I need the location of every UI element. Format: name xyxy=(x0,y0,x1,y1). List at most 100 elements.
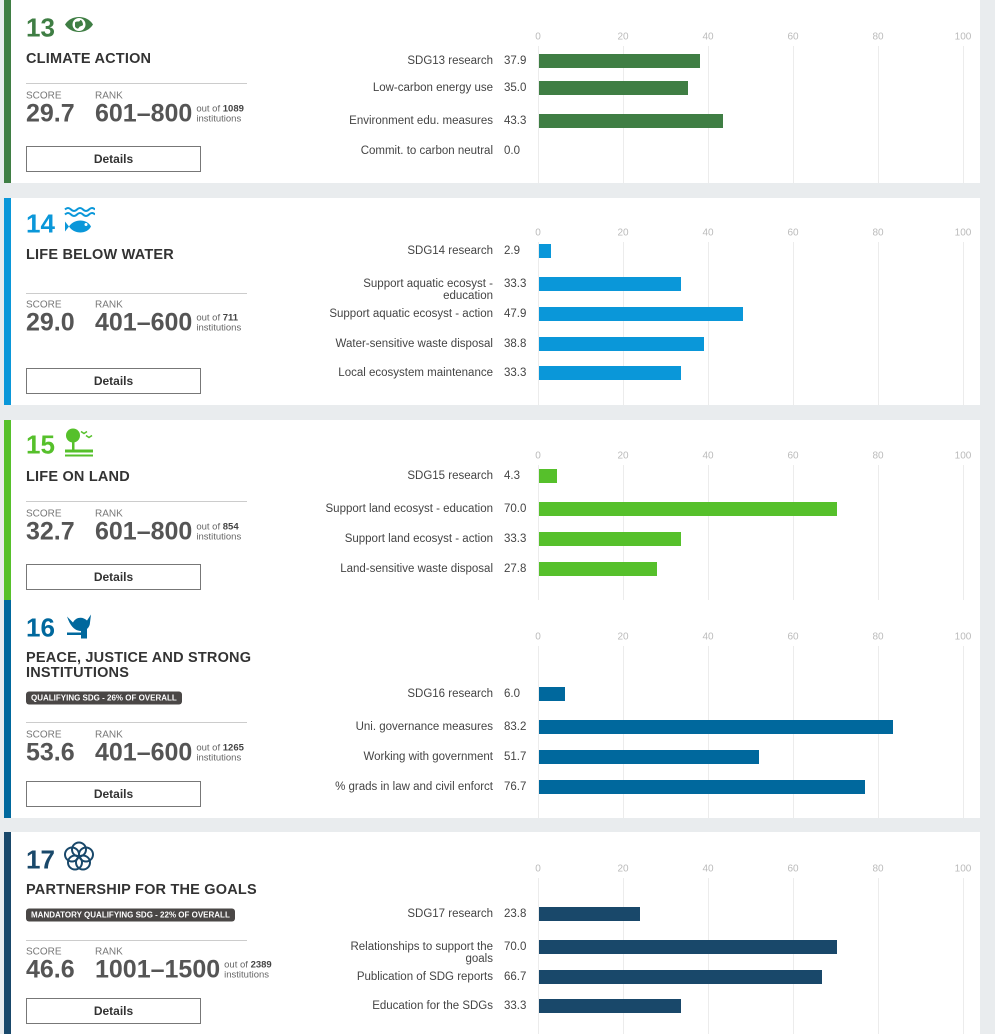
details-button[interactable]: Details xyxy=(26,998,201,1024)
gridline xyxy=(538,878,539,1034)
metric-value: 4.3 xyxy=(504,470,520,482)
metric-value: 35.0 xyxy=(504,82,527,94)
metric-value: 66.7 xyxy=(504,971,527,983)
gridline xyxy=(793,878,794,1034)
rank-group: 601–800 out of 1089 institutions xyxy=(95,100,244,129)
metric-value: 51.7 xyxy=(504,751,527,763)
metric-value: 47.9 xyxy=(504,308,527,320)
metric-label: Working with government xyxy=(363,751,493,763)
divider xyxy=(26,501,247,502)
sdg-number-text: 14 xyxy=(26,208,55,239)
divider xyxy=(26,722,247,723)
details-button[interactable]: Details xyxy=(26,368,201,394)
axis-tick-label: 100 xyxy=(954,31,972,43)
institutions-text: institutions xyxy=(196,322,242,333)
axis-tick-label: 80 xyxy=(872,227,884,239)
fish-waves-icon xyxy=(63,205,96,244)
rank-label: RANK xyxy=(95,508,123,520)
sdg-card-15: 15 LIFE ON LAND SCORE RANK 32.7 601–800 out of… xyxy=(4,420,980,600)
sdg-card-13: 13 CLIMATE ACTION SCORE RANK 29.7 601–800 out … xyxy=(4,0,980,183)
metric-label: Relationships to support the goals xyxy=(350,941,493,965)
tree-birds-icon xyxy=(63,426,95,465)
axis-tick-label: 60 xyxy=(787,227,799,239)
metric-label: SDG16 research xyxy=(407,688,493,700)
metric-bar xyxy=(539,907,641,921)
axis-tick-label: 100 xyxy=(954,863,972,875)
axis-tick-label: 100 xyxy=(954,450,972,462)
sdg-number: 16 xyxy=(26,609,95,648)
metric-bar xyxy=(539,532,681,546)
gridline xyxy=(793,46,794,183)
gridline xyxy=(793,465,794,600)
gridline xyxy=(538,46,539,183)
axis-tick-label: 0 xyxy=(535,631,541,643)
metric-bar xyxy=(539,469,558,483)
metric-value: 76.7 xyxy=(504,781,527,793)
rank-label: RANK xyxy=(95,729,123,741)
axis-tick-label: 40 xyxy=(702,31,714,43)
metric-label: Uni. governance measures xyxy=(355,721,493,733)
sdg-number: 15 xyxy=(26,426,95,465)
score-label: SCORE xyxy=(26,299,62,311)
axis-tick-label: 0 xyxy=(535,227,541,239)
axis-tick-label: 20 xyxy=(617,631,629,643)
metric-value: 0.0 xyxy=(504,145,520,157)
sdg-card-14: 14 LIFE BELOW WATER SCORE RANK 29.0 401–600 ou… xyxy=(4,198,980,405)
axis-tick-label: 100 xyxy=(954,227,972,239)
metric-bar xyxy=(539,940,837,954)
metric-value: 2.9 xyxy=(504,245,520,257)
metric-bar xyxy=(539,970,823,984)
gridline xyxy=(963,242,964,405)
institutions-text: institutions xyxy=(196,531,242,542)
axis-tick-label: 80 xyxy=(872,631,884,643)
gridline xyxy=(708,878,709,1034)
sdg-title: PARTNERSHIP FOR THE GOALS xyxy=(26,882,257,898)
metric-value: 6.0 xyxy=(504,688,520,700)
qualifying-badge: QUALIFYING SDG - 26% OF OVERALL xyxy=(26,691,182,705)
details-button[interactable]: Details xyxy=(26,564,201,590)
institutions-text: institutions xyxy=(224,969,270,980)
rank-group: 401–600 out of 1265 institutions xyxy=(95,739,244,768)
score-value: 53.6 xyxy=(26,738,75,767)
metric-value: 23.8 xyxy=(504,908,527,920)
sdg-color-stripe xyxy=(4,420,11,600)
metric-value: 27.8 xyxy=(504,563,527,575)
metric-value: 33.3 xyxy=(504,533,527,545)
metric-bar xyxy=(539,502,837,516)
sdg-title: PEACE, JUSTICE AND STRONG INSTITUTIONS xyxy=(26,650,252,681)
metric-value: 70.0 xyxy=(504,941,527,953)
axis-tick-label: 40 xyxy=(702,450,714,462)
divider xyxy=(26,83,247,84)
metric-bar xyxy=(539,307,743,321)
axis-tick-label: 80 xyxy=(872,863,884,875)
rank-total: out of 1089 institutions xyxy=(196,104,244,124)
rank-value: 601–800 xyxy=(95,517,193,546)
metric-bar xyxy=(539,366,681,380)
rank-value: 401–600 xyxy=(95,308,193,337)
gridline xyxy=(963,646,964,818)
gridline xyxy=(878,878,879,1034)
partnership-rings-icon xyxy=(63,841,95,880)
rank-total: out of 854 institutions xyxy=(196,522,241,542)
gridline xyxy=(538,465,539,600)
details-button[interactable]: Details xyxy=(26,781,201,807)
out-of-text: out of xyxy=(196,103,221,114)
rank-group: 601–800 out of 854 institutions xyxy=(95,518,241,547)
metric-label: Support land ecosyst - action xyxy=(344,533,493,545)
details-button[interactable]: Details xyxy=(26,146,201,172)
sdg-title: LIFE BELOW WATER xyxy=(26,247,174,263)
score-value: 32.7 xyxy=(26,517,75,546)
metric-label: SDG14 research xyxy=(407,245,493,257)
metric-value: 33.3 xyxy=(504,278,527,290)
institutions-text: institutions xyxy=(196,113,242,124)
rank-label: RANK xyxy=(95,946,123,958)
score-label: SCORE xyxy=(26,946,62,958)
institutions-text: institutions xyxy=(196,752,242,763)
axis-tick-label: 0 xyxy=(535,31,541,43)
metric-bar xyxy=(539,54,701,68)
rank-group: 401–600 out of 711 institutions xyxy=(95,309,241,338)
metric-bar xyxy=(539,999,681,1013)
metric-value: 70.0 xyxy=(504,503,527,515)
axis-tick-label: 40 xyxy=(702,227,714,239)
metric-bar xyxy=(539,81,688,95)
